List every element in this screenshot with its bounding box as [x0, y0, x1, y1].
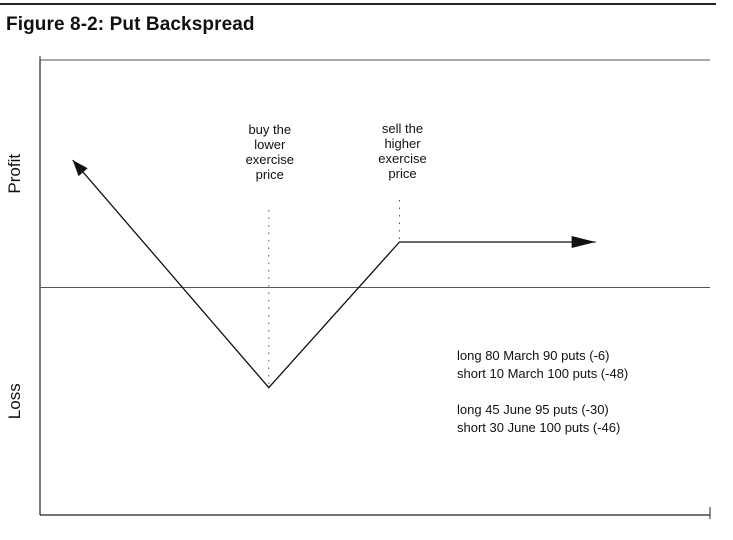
- y-axis-label-loss: Loss: [5, 383, 24, 419]
- payoff-line: [72, 159, 596, 389]
- lower-exercise-label-line: lower: [254, 137, 286, 152]
- higher-exercise-label-line: sell the: [382, 121, 423, 136]
- figure-title: Figure 8-2: Put Backspread: [6, 14, 255, 35]
- higher-exercise-label-line: exercise: [378, 151, 426, 166]
- lower-exercise-label-line: exercise: [246, 152, 294, 167]
- lower-exercise-label-line: buy the: [248, 122, 291, 137]
- payoff-start-arrow: [72, 160, 88, 177]
- title-rule: [0, 3, 716, 5]
- higher-exercise-label-line: price: [388, 166, 416, 181]
- payoff-end-arrow: [571, 236, 596, 248]
- annotation-line: long 45 June 95 puts (-30): [457, 402, 609, 417]
- annotation-line: long 80 March 90 puts (-6): [457, 348, 609, 363]
- lower-exercise-label-line: price: [256, 167, 284, 182]
- higher-exercise-label-line: higher: [384, 136, 421, 151]
- annotation-line: short 30 June 100 puts (-46): [457, 420, 620, 435]
- annotation-line: short 10 March 100 puts (-48): [457, 366, 628, 381]
- y-axis-label-profit: Profit: [5, 154, 24, 194]
